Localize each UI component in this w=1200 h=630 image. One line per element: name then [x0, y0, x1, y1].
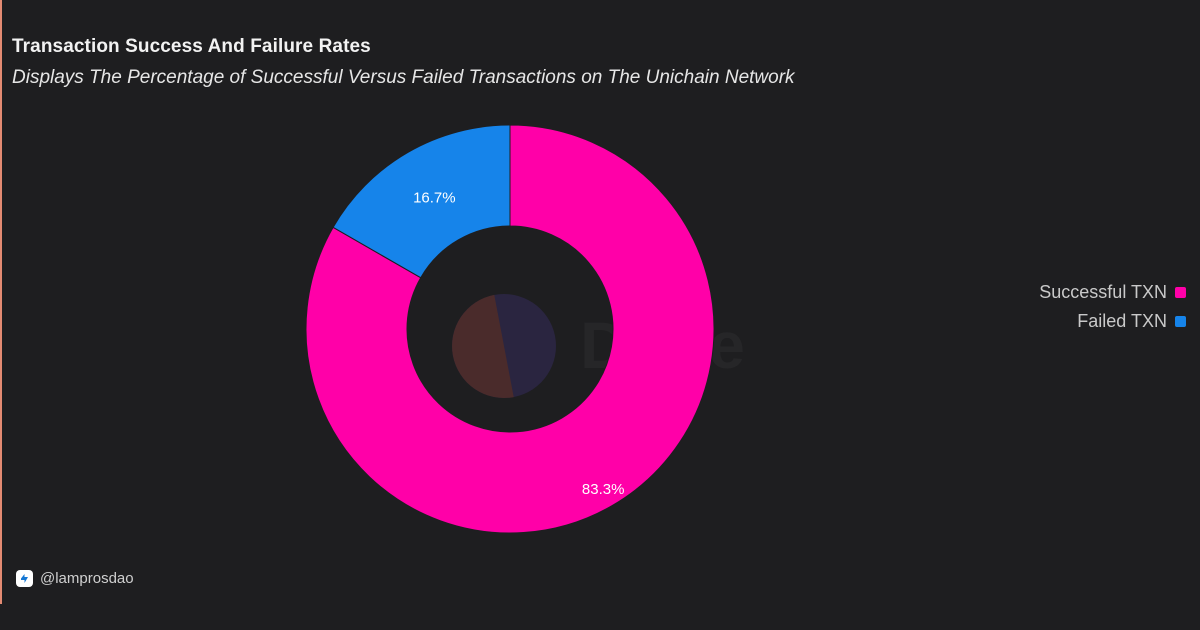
- chart-title: Transaction Success And Failure Rates: [12, 36, 371, 57]
- legend-label-failed: Failed TXN: [1077, 311, 1167, 331]
- left-accent-bar: [0, 0, 2, 604]
- legend-item-successful[interactable]: Successful TXN: [1039, 282, 1186, 303]
- legend-item-failed[interactable]: Failed TXN: [1077, 311, 1186, 332]
- chart-subtitle: Displays The Percentage of Successful Ve…: [12, 67, 795, 88]
- donut-slice-failed-txn[interactable]: [332, 124, 511, 279]
- lamprosdao-logo-icon: [16, 570, 33, 587]
- footer-handle[interactable]: @lamprosdao: [40, 570, 134, 587]
- dune-watermark-half: [452, 294, 514, 398]
- legend-swatch-successful: [1175, 287, 1186, 298]
- legend-label-successful: Successful TXN: [1039, 282, 1167, 302]
- donut-label-successful-txn: 83.3%: [582, 481, 625, 498]
- donut-label-failed-txn: 16.7%: [413, 189, 456, 206]
- legend-swatch-failed: [1175, 316, 1186, 327]
- footer-attribution: @lamprosdao: [16, 570, 134, 587]
- donut-slice-successful-txn[interactable]: [305, 124, 715, 534]
- chart-legend: Successful TXN Failed TXN: [1039, 282, 1186, 332]
